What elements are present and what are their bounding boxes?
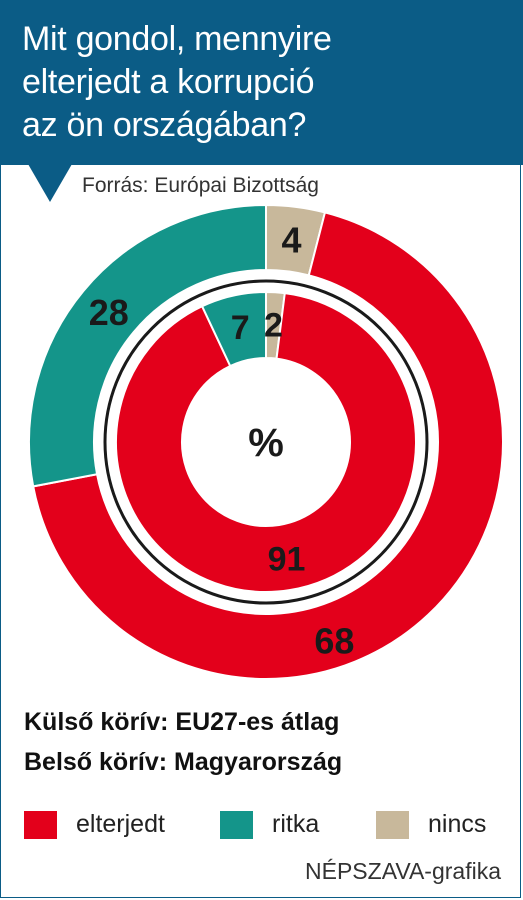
legend-outer-ring: Külső körív: EU27-es átlag bbox=[24, 708, 340, 736]
inner-label-ritka: 7 bbox=[231, 309, 250, 347]
outer-label-elterjedt: 68 bbox=[314, 621, 354, 662]
inner-slice-elterjedt bbox=[115, 292, 417, 593]
legend-label-nincs: nincs bbox=[428, 810, 487, 838]
title-banner bbox=[0, 0, 523, 165]
inner-slice-ritka bbox=[200, 290, 267, 368]
inner-ring bbox=[115, 290, 417, 593]
legend-swatch-ritka bbox=[220, 811, 253, 839]
legend-swatch-nincs bbox=[376, 811, 409, 839]
inner-label-nincs: 2 bbox=[264, 306, 283, 344]
title-line-3: az ön országában? bbox=[22, 106, 307, 144]
legend-swatch-elterjedt bbox=[24, 811, 57, 839]
nested-donut-chart: 4 68 28 2 91 7 % bbox=[28, 203, 504, 680]
legend: elterjedt ritka nincs bbox=[24, 806, 504, 846]
chart-title: Mit gondol, mennyire elterjedt a korrupc… bbox=[22, 18, 512, 147]
legend-label-elterjedt: elterjedt bbox=[76, 810, 165, 838]
source-note: Forrás: Európai Bizottság bbox=[82, 174, 319, 197]
inner-label-elterjedt: 91 bbox=[268, 540, 306, 578]
title-line-2: elterjedt a korrupció bbox=[22, 63, 315, 101]
outer-label-nincs: 4 bbox=[282, 220, 302, 261]
legend-inner-ring: Belső körív: Magyarország bbox=[24, 748, 343, 776]
ring-divider-outline bbox=[103, 279, 429, 605]
outer-label-ritka: 28 bbox=[89, 292, 129, 333]
legend-label-ritka: ritka bbox=[272, 810, 320, 838]
data-labels: 4 68 28 2 91 7 bbox=[89, 220, 355, 662]
graphic-credit: NÉPSZAVA-grafika bbox=[305, 858, 501, 884]
title-line-1: Mit gondol, mennyire bbox=[22, 20, 332, 58]
center-percent-label: % bbox=[248, 421, 284, 465]
title-banner-pointer bbox=[28, 164, 72, 202]
